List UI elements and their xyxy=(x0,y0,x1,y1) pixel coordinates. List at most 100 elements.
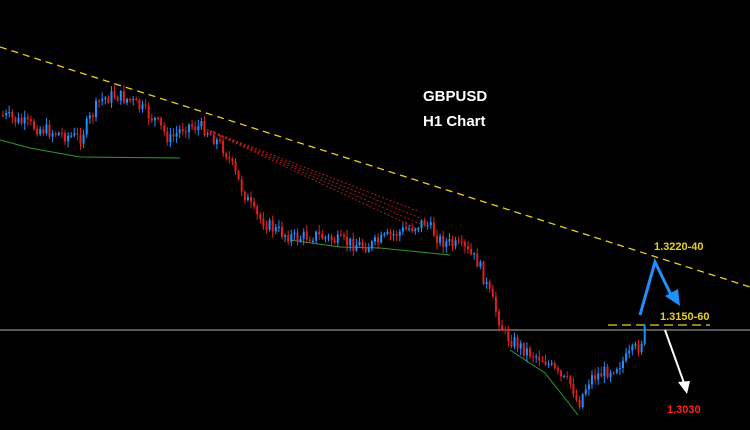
candle-body xyxy=(414,229,417,232)
candle-body xyxy=(417,228,420,230)
forecast-down-arrowhead xyxy=(678,381,690,394)
candle-body xyxy=(578,400,581,408)
candle-body xyxy=(2,115,4,117)
candle-body xyxy=(364,246,367,252)
candle-body xyxy=(510,341,513,347)
candle-body xyxy=(470,249,473,255)
chart-title: GBPUSD xyxy=(423,88,488,105)
level-label-1: 1.3220-40 xyxy=(654,241,704,253)
candle-body xyxy=(553,363,556,369)
candle-body xyxy=(336,234,339,243)
candle-body xyxy=(367,248,370,252)
candle-body xyxy=(85,118,88,135)
candle-body xyxy=(346,236,349,246)
candle-body xyxy=(380,234,383,243)
candle-body xyxy=(219,139,221,141)
candle-body xyxy=(104,97,107,100)
candle-body xyxy=(550,363,553,365)
candle-body xyxy=(476,253,479,267)
candle-body xyxy=(330,236,333,241)
candle-body xyxy=(271,220,274,232)
candle-body xyxy=(631,345,634,351)
chart-subtitle: H1 Chart xyxy=(423,113,486,130)
candles xyxy=(2,85,646,410)
candle-body xyxy=(95,100,97,117)
candle-body xyxy=(122,91,125,103)
candle-body xyxy=(135,98,138,100)
candle-body xyxy=(302,231,305,239)
candle-body xyxy=(113,91,116,98)
candle-body xyxy=(584,389,587,395)
candle-body xyxy=(609,372,612,378)
candle-body xyxy=(246,196,249,201)
candle-body xyxy=(14,117,17,123)
candle-body xyxy=(594,375,597,380)
candle-body xyxy=(643,325,646,344)
candle-body xyxy=(321,234,324,239)
candle-body xyxy=(606,366,609,378)
candle-body xyxy=(575,394,578,401)
candle-body xyxy=(160,118,163,126)
candle-body xyxy=(11,111,14,118)
candle-body xyxy=(237,171,240,180)
candle-body xyxy=(222,140,225,154)
candle-body xyxy=(64,132,66,142)
candle-body xyxy=(26,117,29,120)
candle-body xyxy=(250,196,252,202)
candle-body xyxy=(138,99,141,110)
resistance-trendline xyxy=(0,46,750,288)
candle-body xyxy=(374,237,376,242)
candle-body xyxy=(116,97,119,101)
candle-body xyxy=(361,241,364,247)
candle-body xyxy=(163,125,166,132)
candle-body xyxy=(253,201,256,207)
candle-body xyxy=(36,128,39,135)
candle-body xyxy=(293,232,296,235)
candle-body xyxy=(281,226,283,237)
candle-body xyxy=(265,226,268,230)
candle-body xyxy=(212,134,215,145)
candle-body xyxy=(420,220,423,229)
candle-body xyxy=(197,126,200,131)
candle-body xyxy=(91,115,94,117)
candle-body xyxy=(194,126,197,131)
candle-body xyxy=(618,367,621,370)
candle-body xyxy=(392,234,395,236)
candle-body xyxy=(591,375,593,385)
candle-body xyxy=(535,356,538,358)
candle-body xyxy=(203,121,206,135)
candle-body xyxy=(473,253,476,255)
candle-body xyxy=(612,372,615,374)
candle-body xyxy=(76,133,79,135)
fan-lines xyxy=(202,127,421,231)
candle-body xyxy=(101,98,104,101)
candle-body xyxy=(339,234,342,236)
candle-body xyxy=(5,113,8,116)
candle-body xyxy=(231,158,234,162)
candle-body xyxy=(29,119,32,122)
candle-body xyxy=(355,245,358,251)
level-label-2: 1.3150-60 xyxy=(660,311,710,323)
candle-body xyxy=(268,220,271,230)
candle-body xyxy=(448,239,451,242)
candle-body xyxy=(299,238,302,242)
candle-body xyxy=(70,135,73,137)
forecast-down-arrow xyxy=(664,329,685,384)
candle-body xyxy=(119,91,122,101)
candle-body xyxy=(318,231,321,235)
candle-body xyxy=(290,234,293,242)
candle-body xyxy=(305,231,308,240)
candle-body xyxy=(308,239,311,241)
candle-body xyxy=(628,350,631,354)
candle-body xyxy=(98,100,101,102)
candle-body xyxy=(225,153,228,158)
candle-body xyxy=(349,238,352,246)
candle-body xyxy=(277,226,280,228)
candle-body xyxy=(166,131,169,143)
candle-body xyxy=(398,231,401,236)
candle-body xyxy=(8,111,11,114)
candle-body xyxy=(454,240,457,247)
candle-body xyxy=(287,235,290,242)
candle-body xyxy=(600,373,603,377)
candle-body xyxy=(389,231,392,235)
